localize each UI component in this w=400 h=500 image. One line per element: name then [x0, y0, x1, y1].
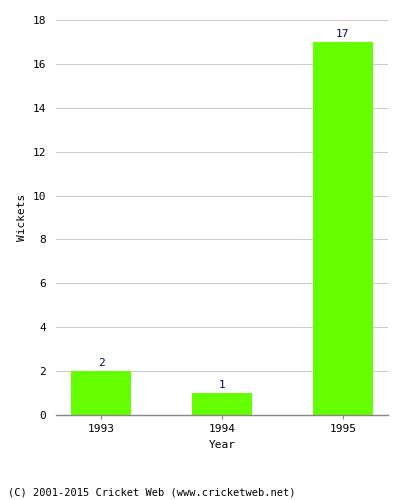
- Y-axis label: Wickets: Wickets: [17, 194, 27, 241]
- X-axis label: Year: Year: [208, 440, 236, 450]
- Text: 17: 17: [336, 28, 350, 38]
- Bar: [192, 393, 252, 415]
- Text: 2: 2: [98, 358, 105, 368]
- Bar: [312, 42, 373, 415]
- Bar: [71, 371, 132, 415]
- Text: (C) 2001-2015 Cricket Web (www.cricketweb.net): (C) 2001-2015 Cricket Web (www.cricketwe…: [8, 488, 296, 498]
- Text: 1: 1: [219, 380, 225, 390]
